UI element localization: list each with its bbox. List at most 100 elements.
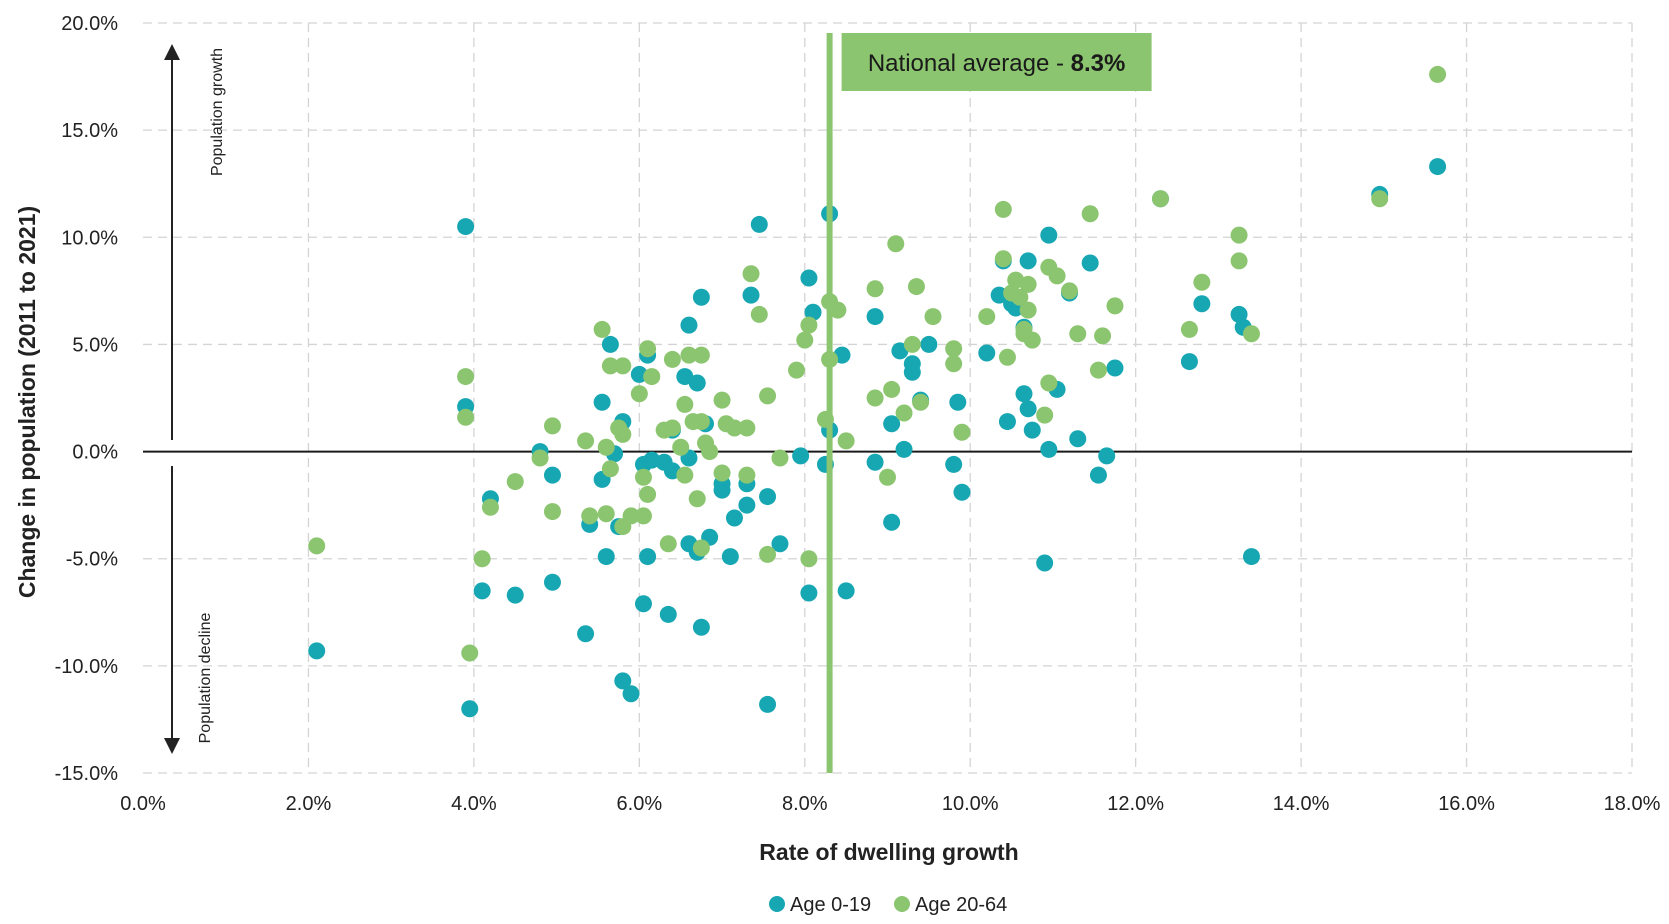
data-point	[1019, 400, 1037, 418]
data-point	[771, 449, 789, 467]
data-point	[800, 316, 818, 334]
data-point	[1069, 430, 1087, 448]
y-tick-label: 15.0%	[61, 120, 118, 142]
data-point	[796, 331, 814, 349]
data-point	[1429, 65, 1447, 83]
data-point	[659, 605, 677, 623]
data-point	[792, 447, 810, 465]
population-growth-label: Population growth	[209, 48, 226, 176]
data-point	[634, 595, 652, 613]
data-point	[1230, 305, 1248, 323]
data-point	[953, 423, 971, 441]
data-point	[1019, 301, 1037, 319]
data-point	[1089, 361, 1107, 379]
data-point	[1106, 359, 1124, 377]
data-point	[692, 288, 710, 306]
data-point	[721, 548, 739, 566]
data-point	[895, 404, 913, 422]
data-point	[1048, 267, 1066, 285]
national-average-prefix: National average -	[868, 50, 1071, 77]
x-tick-label: 6.0%	[617, 793, 663, 815]
data-point	[692, 539, 710, 557]
y-tick-label: 5.0%	[72, 334, 118, 356]
growth-annotation: Population growth	[164, 44, 226, 440]
data-point	[692, 413, 710, 431]
data-point	[543, 466, 561, 484]
y-tick-label: 10.0%	[61, 227, 118, 249]
data-point	[1242, 325, 1260, 343]
data-point	[788, 361, 806, 379]
data-point	[481, 498, 499, 516]
series-age-20-64	[308, 65, 1447, 662]
data-point	[742, 265, 760, 283]
data-point	[461, 700, 479, 718]
data-point	[903, 335, 921, 353]
data-point	[1371, 190, 1389, 208]
data-point	[978, 308, 996, 326]
data-point	[601, 335, 619, 353]
data-point	[895, 440, 913, 458]
data-point	[998, 348, 1016, 366]
data-point	[630, 385, 648, 403]
data-point	[531, 449, 549, 467]
data-point	[543, 417, 561, 435]
national-average-label: National average - 8.3%	[868, 50, 1125, 77]
data-point	[829, 301, 847, 319]
data-point	[1081, 205, 1099, 223]
data-point	[676, 466, 694, 484]
data-point	[887, 235, 905, 253]
data-point	[614, 672, 632, 690]
data-point	[924, 308, 942, 326]
data-point	[614, 425, 632, 443]
data-point	[1230, 252, 1248, 270]
data-point	[688, 374, 706, 392]
data-points	[308, 65, 1447, 718]
data-point	[676, 395, 694, 413]
data-point	[1098, 447, 1116, 465]
data-point	[692, 618, 710, 636]
data-point	[680, 346, 698, 364]
data-point	[1036, 554, 1054, 572]
data-point	[577, 432, 595, 450]
data-point	[692, 346, 710, 364]
data-point	[837, 582, 855, 600]
y-tick-label: -15.0%	[55, 763, 119, 785]
x-axis-title: Rate of dwelling growth	[759, 839, 1018, 865]
y-tick-label: -10.0%	[55, 656, 119, 678]
data-point	[457, 368, 475, 386]
data-point	[771, 535, 789, 553]
data-point	[597, 438, 615, 456]
data-point	[866, 453, 884, 471]
data-point	[738, 466, 756, 484]
decline-annotation: Population decline	[164, 466, 214, 754]
data-point	[1180, 353, 1198, 371]
data-point	[1023, 421, 1041, 439]
data-point	[1015, 385, 1033, 403]
data-point	[543, 573, 561, 591]
data-point	[1089, 466, 1107, 484]
x-tick-label: 10.0%	[942, 793, 999, 815]
data-point	[639, 340, 657, 358]
data-point	[593, 393, 611, 411]
data-point	[1151, 190, 1169, 208]
data-point	[945, 340, 963, 358]
data-point	[663, 350, 681, 368]
data-point	[614, 357, 632, 375]
data-point	[883, 380, 901, 398]
data-point	[738, 419, 756, 437]
data-point	[907, 278, 925, 296]
down-arrow-icon	[164, 738, 180, 754]
legend-label-age-20-64: Age 20-64	[915, 894, 1007, 916]
axes: 0.0% 2.0% 4.0% 6.0% 8.0% 10.0% 12.0% 14.0% 16.0%…	[55, 13, 1661, 815]
data-point	[750, 305, 768, 323]
data-point	[866, 308, 884, 326]
data-point	[543, 503, 561, 521]
data-point	[461, 644, 479, 662]
data-point	[308, 537, 326, 555]
data-point	[759, 545, 777, 563]
data-point	[473, 582, 491, 600]
data-point	[1081, 254, 1099, 272]
data-point	[1230, 226, 1248, 244]
legend-label-age-0-19: Age 0-19	[790, 894, 871, 916]
y-axis-title: Change in population (2011 to 2021)	[14, 206, 40, 598]
